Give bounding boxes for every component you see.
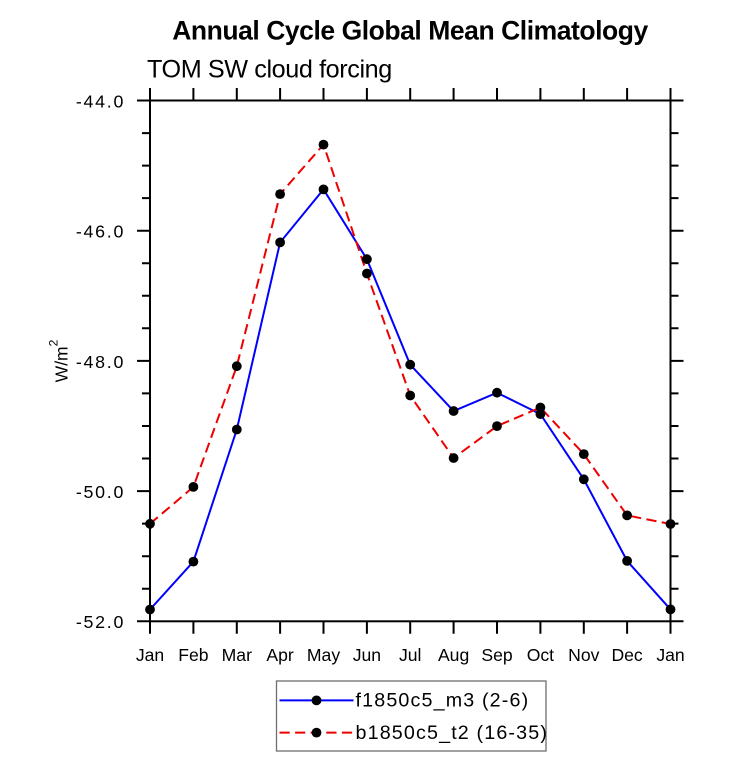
svg-text:Dec: Dec	[611, 645, 642, 665]
svg-text:TOM SW cloud forcing: TOM SW cloud forcing	[147, 56, 392, 84]
svg-text:-50.0: -50.0	[76, 482, 125, 502]
svg-text:Aug: Aug	[438, 645, 469, 665]
svg-text:b1850c5_t2 (16-35): b1850c5_t2 (16-35)	[356, 722, 549, 744]
svg-text:Annual Cycle Global Mean Clima: Annual Cycle Global Mean Climatology	[172, 15, 648, 45]
svg-text:Nov: Nov	[568, 645, 599, 665]
svg-text:-46.0: -46.0	[76, 222, 125, 242]
svg-text:Oct: Oct	[527, 645, 554, 665]
svg-text:Jul: Jul	[399, 645, 422, 665]
svg-text:Jan: Jan	[136, 645, 164, 665]
svg-text:W/m2: W/m2	[47, 339, 72, 382]
svg-text:Feb: Feb	[178, 645, 209, 665]
svg-text:-52.0: -52.0	[76, 612, 125, 632]
svg-text:Mar: Mar	[222, 645, 252, 665]
svg-text:Sep: Sep	[481, 645, 513, 665]
svg-text:Jun: Jun	[353, 645, 381, 665]
svg-text:Apr: Apr	[266, 645, 294, 665]
svg-text:-48.0: -48.0	[76, 352, 125, 372]
svg-text:-44.0: -44.0	[76, 91, 125, 111]
svg-text:f1850c5_m3 (2-6): f1850c5_m3 (2-6)	[356, 690, 530, 712]
svg-text:Jan: Jan	[656, 645, 684, 665]
svg-text:May: May	[307, 645, 340, 665]
